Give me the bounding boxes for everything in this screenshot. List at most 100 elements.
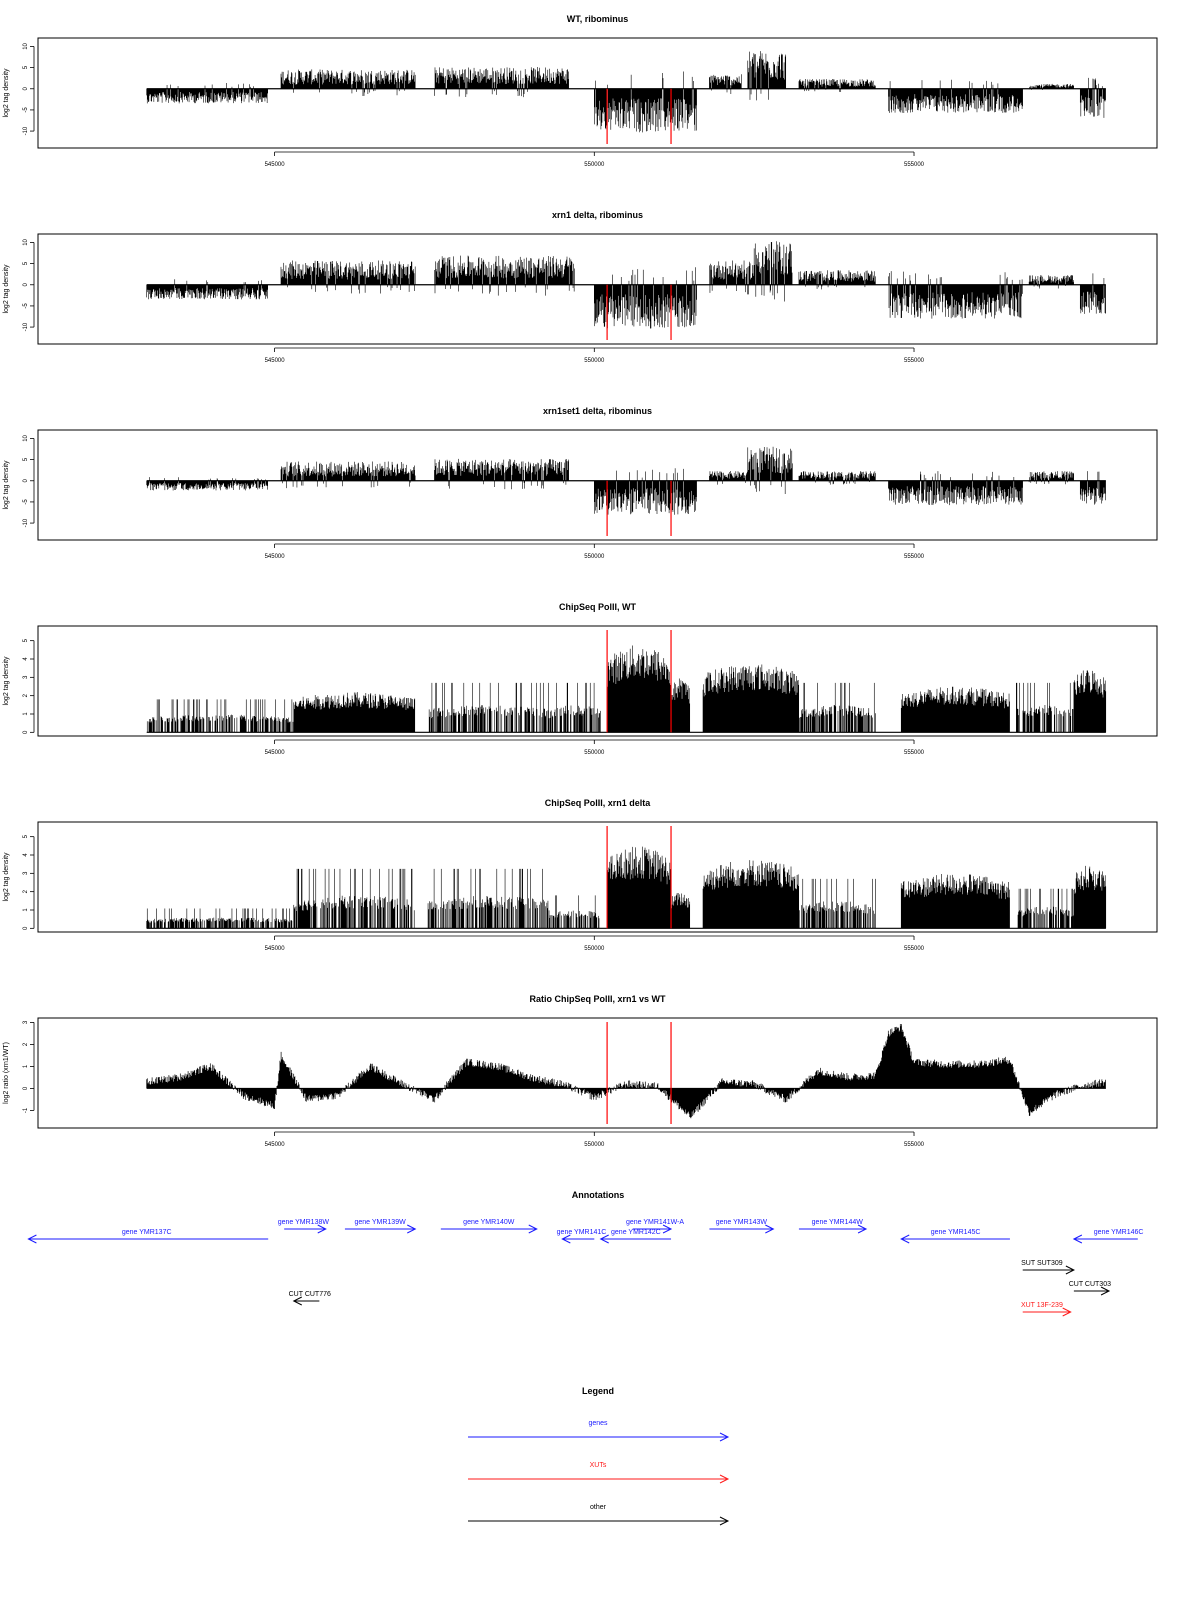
signal-segment-5	[709, 260, 755, 295]
signal-segment-1	[146, 279, 268, 300]
signal-segment-5	[606, 846, 672, 929]
feature-label: gene YMR137C	[122, 1229, 172, 1236]
y-tick-label: -5	[23, 303, 29, 309]
signal-segment-9	[1028, 275, 1074, 289]
arrow-left-icon	[561, 1234, 571, 1244]
panel-frame	[37, 625, 1158, 737]
arrow-left-icon	[900, 1234, 910, 1244]
signal-segment-4	[549, 682, 601, 733]
signal-segment-9	[1028, 83, 1074, 90]
feature-11: gene YMR146C	[1072, 1229, 1144, 1244]
x-tick-label: 550000	[584, 946, 605, 952]
arrow-right-icon	[765, 1224, 775, 1234]
series-data	[146, 645, 1107, 733]
signal-segment-7	[702, 664, 800, 733]
legend-label: XUTs	[590, 1462, 607, 1469]
feature-7: gene YMR142C	[599, 1229, 672, 1244]
signal-segment-11	[1073, 670, 1107, 733]
signal-segment-7	[798, 471, 876, 485]
signal-segment-1	[146, 82, 268, 104]
signal-segment-4	[594, 71, 697, 133]
x-tick-label: 555000	[904, 1142, 925, 1148]
y-tick-label: 10	[23, 238, 29, 245]
signal-segment-9	[900, 686, 1010, 733]
signal-segment-10	[1079, 471, 1106, 505]
arrow-left-icon	[292, 1296, 302, 1306]
y-tick-label: 0	[23, 730, 29, 734]
panel-title: WT, ribominus	[567, 14, 629, 24]
y-axis-label: log2 tag density	[3, 460, 10, 510]
signal-segment-10	[1017, 888, 1074, 929]
arrow-right-icon	[719, 1474, 730, 1484]
signal-segment-9	[1028, 471, 1074, 485]
y-axis-label: log2 tag density	[3, 656, 10, 706]
x-tick-label: 555000	[904, 946, 925, 952]
y-tick-label: 0	[23, 86, 29, 90]
y-tick-label: 0	[23, 926, 29, 930]
ratio-area	[146, 1023, 1106, 1119]
feature-label: gene YMR142C	[611, 1229, 661, 1236]
arrow-right-icon	[1062, 1307, 1072, 1317]
arrow-right-icon	[1065, 1265, 1075, 1275]
feature-1: gene YMR137C	[27, 1229, 269, 1244]
feature-label: CUT CUT776	[289, 1291, 331, 1298]
y-tick-label: 5	[23, 65, 29, 69]
y-tick-label: -5	[23, 499, 29, 505]
y-tick-label: 3	[23, 675, 29, 679]
signal-segment-4	[594, 468, 697, 515]
panel-title: xrn1 delta, ribominus	[552, 210, 643, 220]
signal-segment-8	[888, 471, 1023, 506]
panel-frame	[37, 429, 1158, 541]
y-tick-label: 4	[23, 853, 29, 857]
feature-10: gene YMR145C	[900, 1229, 1010, 1244]
arrow-right-icon	[1100, 1286, 1111, 1296]
signal-segment-3	[434, 458, 569, 490]
arrow-right-icon	[662, 1224, 673, 1234]
arrow-left-icon	[1072, 1234, 1083, 1244]
y-tick-label: 0	[23, 282, 29, 286]
feature-6: gene YMR141W-A	[626, 1219, 684, 1234]
feature-label: SUT SUT309	[1021, 1260, 1063, 1267]
y-tick-label: 3	[23, 871, 29, 875]
panel-title: Ratio ChipSeq PolII, xrn1 vs WT	[529, 994, 666, 1004]
y-tick-label: 5	[23, 457, 29, 461]
panel-title: xrn1set1 delta, ribominus	[543, 406, 652, 416]
y-axis-label: log2 ratio (xrn1/WT)	[3, 1042, 10, 1104]
signal-segment-7	[798, 270, 876, 290]
x-tick-label: 550000	[584, 1142, 605, 1148]
x-tick-label: 545000	[265, 162, 286, 168]
signal-segment-2	[280, 461, 416, 489]
y-tick-label: -10	[23, 322, 29, 331]
feature-label: gene YMR140W	[463, 1219, 515, 1226]
y-tick-label: -10	[23, 518, 29, 527]
y-tick-label: 1	[23, 908, 29, 912]
feature-label: gene YMR146C	[1094, 1229, 1144, 1236]
y-tick-label: 0	[23, 1086, 29, 1090]
signal-segment-5	[709, 74, 742, 95]
series-data	[146, 51, 1106, 133]
signal-segment-6	[747, 51, 787, 101]
y-tick-label: 2	[23, 889, 29, 893]
arrow-right-icon	[857, 1224, 868, 1234]
x-tick-label: 545000	[265, 946, 286, 952]
y-tick-label: 0	[23, 478, 29, 482]
track-panel-3: xrn1set1 delta, ribominus -10 -5 0 5 10 log2 t…	[3, 406, 1158, 560]
x-tick-label: 555000	[904, 750, 925, 756]
feature-12: SUT SUT309	[1021, 1260, 1075, 1275]
signal-segment-10	[1079, 273, 1106, 314]
y-axis-label: log2 tag density	[3, 264, 10, 314]
arrow-right-icon	[719, 1516, 730, 1526]
signal-segment-3	[428, 682, 550, 733]
signal-segment-6	[670, 678, 691, 733]
y-tick-label: 1	[23, 1064, 29, 1068]
feature-15: XUT 13F-239	[1021, 1302, 1072, 1317]
signal-segment-2	[293, 868, 415, 929]
y-tick-label: 10	[23, 42, 29, 49]
series-data	[146, 1023, 1106, 1119]
arrow-left-icon	[599, 1234, 609, 1244]
series-data	[146, 241, 1106, 329]
y-tick-label: -5	[23, 107, 29, 113]
feature-9: gene YMR144W	[798, 1219, 868, 1234]
signal-segment-4	[549, 895, 600, 929]
